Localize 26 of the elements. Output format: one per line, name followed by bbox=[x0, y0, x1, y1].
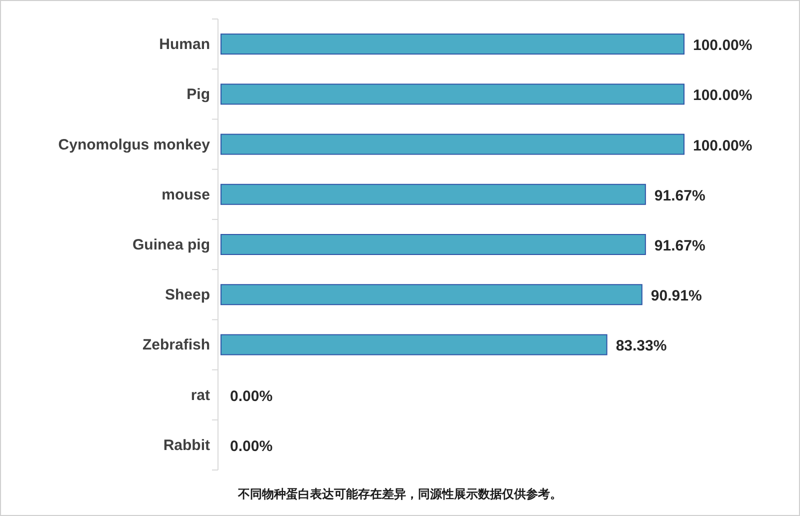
data-label: 0.00% bbox=[230, 438, 273, 455]
bar bbox=[220, 184, 646, 205]
y-tick-label: Sheep bbox=[164, 286, 210, 304]
data-label: 83.33% bbox=[616, 338, 667, 355]
data-label: 90.91% bbox=[650, 288, 702, 305]
bar bbox=[220, 284, 642, 306]
data-label: 100.00% bbox=[693, 87, 752, 104]
bar bbox=[220, 84, 684, 105]
bar bbox=[220, 334, 608, 356]
bar bbox=[220, 234, 646, 255]
y-tick-label: mouse bbox=[162, 186, 210, 204]
y-tick-label: Guinea pig bbox=[132, 236, 210, 254]
data-label: 0.00% bbox=[230, 388, 273, 405]
y-tick-label: Zebrafish bbox=[142, 336, 210, 354]
bar bbox=[220, 34, 684, 55]
y-tick-label: rat bbox=[190, 386, 210, 404]
y-tick-label: Rabbit bbox=[163, 436, 210, 454]
y-tick-label: Human bbox=[159, 36, 210, 54]
y-tick-label: Cynomolgus monkey bbox=[58, 136, 211, 154]
data-label: 100.00% bbox=[693, 37, 752, 54]
bar bbox=[220, 134, 684, 155]
data-label: 91.67% bbox=[654, 187, 706, 204]
data-label: 100.00% bbox=[693, 137, 752, 154]
y-tick-label: Pig bbox=[186, 86, 210, 104]
data-label: 91.67% bbox=[654, 238, 706, 254]
text: 不同物种蛋白表达可能存在差异，同源性展示数据仅供参考。 bbox=[237, 487, 562, 501]
